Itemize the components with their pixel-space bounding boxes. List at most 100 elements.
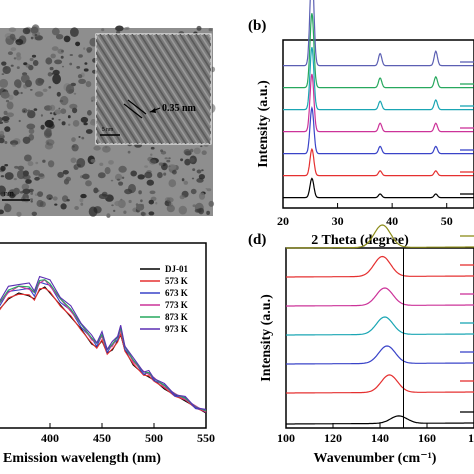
x-ticks-c: 400 450 500 550: [41, 423, 215, 445]
tem-particle: [196, 169, 202, 174]
tem-particle: [29, 89, 33, 91]
tem-particle: [83, 47, 86, 50]
tem-particle: [50, 53, 56, 59]
x-axis-label-b: 2 Theta (degree): [311, 233, 409, 248]
xrd-series-6: [283, 13, 474, 89]
lattice-fringe: [123, 34, 195, 144]
tem-particle: [198, 207, 205, 215]
legend-c: DJ-01 573 K 673 K 773 K 873 K 973 K: [140, 264, 188, 334]
tem-particle: [58, 107, 61, 110]
tem-particle: [121, 176, 125, 179]
x-ticks-d: 100 120 140 160 18: [277, 423, 474, 445]
tem-particle: [65, 84, 75, 95]
lattice-fringe: [183, 34, 211, 78]
tem-particle: [6, 112, 14, 118]
lattice-fringe: [96, 63, 147, 144]
tem-particle: [101, 191, 108, 197]
raman-series-2: [286, 374, 474, 394]
lattice-fringe: [96, 101, 123, 144]
tem-particle: [58, 118, 61, 121]
tem-particle: [54, 109, 62, 115]
tem-particle: [86, 49, 91, 54]
tem-particle: [180, 158, 184, 162]
xrd-series-7: [283, 0, 474, 67]
tem-particle: [146, 179, 154, 186]
tem-particle: [85, 81, 92, 88]
pl-series: [0, 275, 207, 414]
plot-frame-b: [282, 39, 474, 209]
tem-particle: [73, 92, 77, 95]
tem-particle: [74, 206, 79, 210]
tem-particle: [10, 64, 14, 67]
lattice-fringe: [191, 34, 211, 66]
legend-c-label-3: 673 K: [165, 288, 188, 298]
lattice-fringe: [96, 57, 151, 144]
tem-particle: [99, 162, 104, 166]
tem-particle: [148, 199, 154, 205]
x-tick-label-d: 120: [324, 431, 342, 445]
tem-particle: [166, 204, 175, 213]
tem-particle: [0, 209, 4, 215]
tem-particle: [37, 191, 44, 198]
tem-particle: [127, 150, 131, 154]
tem-particle: [1, 61, 7, 66]
lattice-fringe: [151, 34, 211, 129]
tem-particle: [13, 187, 20, 195]
tem-particle: [0, 138, 5, 144]
tem-particle: [59, 95, 69, 106]
pl-series-6: [0, 275, 207, 410]
tem-particle: [179, 195, 185, 200]
lattice-fringe: [96, 76, 139, 144]
xrd-series-2: [283, 147, 474, 177]
tem-particle: [47, 160, 55, 168]
tem-particle: [75, 41, 81, 47]
tem-particle: [13, 89, 19, 96]
tem-particle: [13, 178, 17, 181]
tem-particle: [25, 63, 31, 68]
tem-particle: [90, 96, 97, 102]
tem-particle: [13, 57, 17, 60]
lattice-fringe: [159, 34, 211, 116]
tem-particle: [8, 27, 17, 33]
tem-particle: [85, 129, 93, 134]
tem-particle: [138, 190, 142, 195]
tem-particle: [150, 153, 153, 156]
y-axis-label-d: Intensity (a.u.): [259, 294, 274, 382]
tem-particle: [181, 178, 185, 182]
tem-particle: [104, 167, 111, 175]
lattice-fringe: [135, 34, 207, 144]
tem-particle: [113, 209, 116, 212]
tem-particle: [80, 193, 87, 199]
x-tick-label-d: 100: [277, 431, 295, 445]
tem-particle: [57, 171, 64, 178]
tem-particle: [10, 140, 19, 146]
tem-particle: [110, 179, 114, 182]
lattice-fringe: [240, 34, 310, 144]
tem-particle: [68, 123, 71, 127]
tem-particle: [51, 117, 54, 121]
tem-particle: [208, 28, 213, 32]
tem-particle: [96, 189, 100, 192]
tem-particle: [150, 146, 155, 150]
tem-particle: [72, 107, 78, 114]
tem-particle: [93, 145, 101, 151]
tem-particle: [78, 136, 81, 138]
tem-particle: [63, 35, 71, 43]
raman-series-7: [286, 224, 474, 249]
tem-particle: [21, 108, 28, 114]
raman-series-3: [286, 345, 474, 365]
tem-particle: [40, 124, 45, 130]
lattice-fringe: [195, 34, 211, 60]
annotation-arrowhead: [150, 108, 156, 113]
lattice-fringe: [96, 82, 135, 144]
tem-particle: [16, 66, 20, 69]
panel-a: 0.35 nm 5 nm nm: [0, 24, 310, 218]
tem-particle: [196, 25, 202, 31]
tem-particle: [49, 104, 56, 111]
tem-particle: [206, 210, 211, 215]
tem-particle: [101, 28, 105, 32]
tem-particle: [200, 145, 203, 148]
tem-particle: [30, 26, 39, 34]
xrd-series: [283, 0, 474, 199]
tem-particle: [0, 130, 5, 136]
